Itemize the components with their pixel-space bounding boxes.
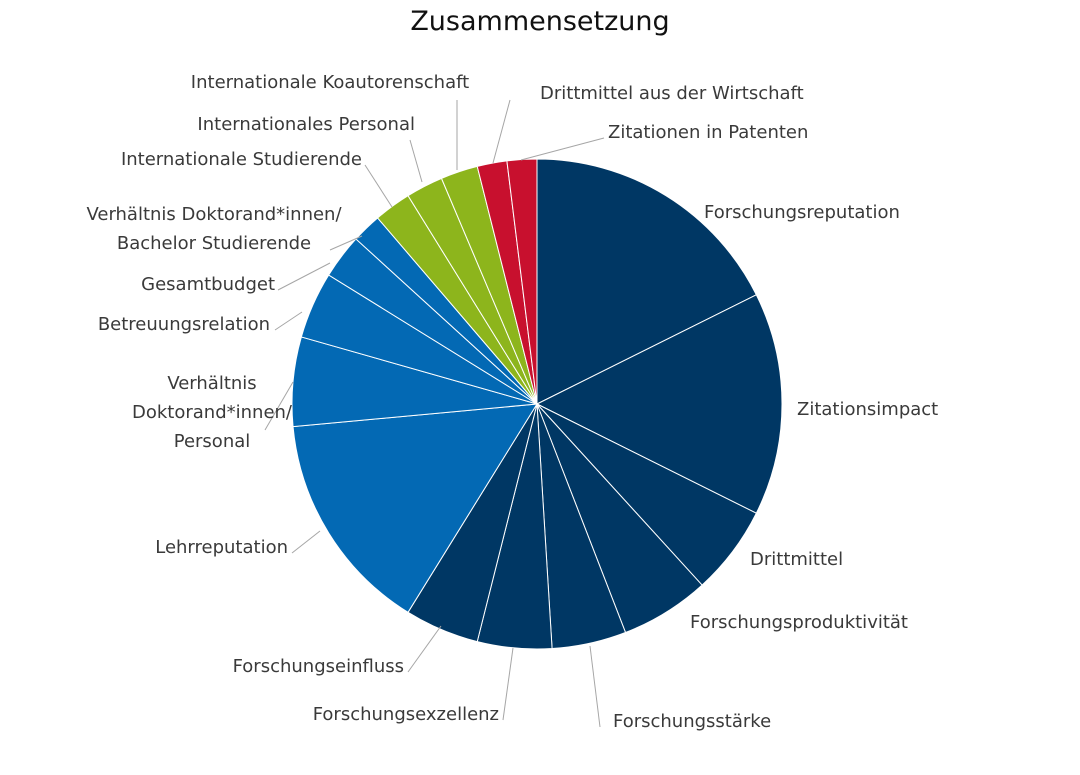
slice-label: Forschungseinfluss: [233, 656, 404, 677]
slice-label: Verhältnis Doktorand*innen/Personal: [132, 373, 293, 452]
leader-line: [329, 235, 363, 251]
slice-label: Zitationsimpact: [797, 399, 938, 420]
leader-line: [407, 625, 442, 673]
slice-label: Gesamtbudget: [141, 274, 275, 295]
slice-label: Drittmittel: [750, 549, 843, 570]
slice-label: Drittmittel aus der Wirtschaft: [540, 83, 804, 104]
slice-label: Betreuungsrelation: [98, 314, 270, 335]
leader-line: [364, 164, 393, 208]
leader-line: [277, 262, 331, 291]
chart-title: Zusammensetzung: [410, 6, 670, 37]
leader-line: [492, 99, 511, 164]
slice-labels: Forschungsreputation Zitationsimpact Dritt…: [86, 72, 938, 732]
slice-label: Zitationen in Patenten: [608, 122, 808, 143]
leader-lines: [264, 99, 605, 728]
slice-label: Internationale Studierende: [121, 149, 362, 170]
slice-label: Forschungsexzellenz: [313, 704, 499, 725]
slice-label: Lehrreputation: [155, 537, 288, 558]
pie-slice: [535, 294, 783, 514]
leader-line: [589, 645, 601, 728]
leader-line: [409, 139, 423, 183]
leader-line: [291, 530, 321, 554]
pie-slices: [291, 158, 783, 650]
leader-line: [502, 647, 514, 721]
leader-line: [264, 381, 294, 431]
slice-label: Forschungsproduktivität: [690, 612, 908, 633]
leader-line: [274, 311, 303, 331]
slice-label: Internationale Koautorenschaft: [191, 72, 469, 93]
pie-slice: [292, 403, 538, 613]
pie-slice: [536, 158, 757, 405]
slice-label: Forschungsreputation: [704, 202, 900, 223]
slice-label: Verhältnis Doktorand*innen/Bachelor Stud…: [86, 204, 342, 254]
slice-label: Internationales Personal: [197, 114, 415, 135]
slice-label: Forschungsstärke: [613, 711, 771, 732]
leader-line: [520, 137, 605, 161]
